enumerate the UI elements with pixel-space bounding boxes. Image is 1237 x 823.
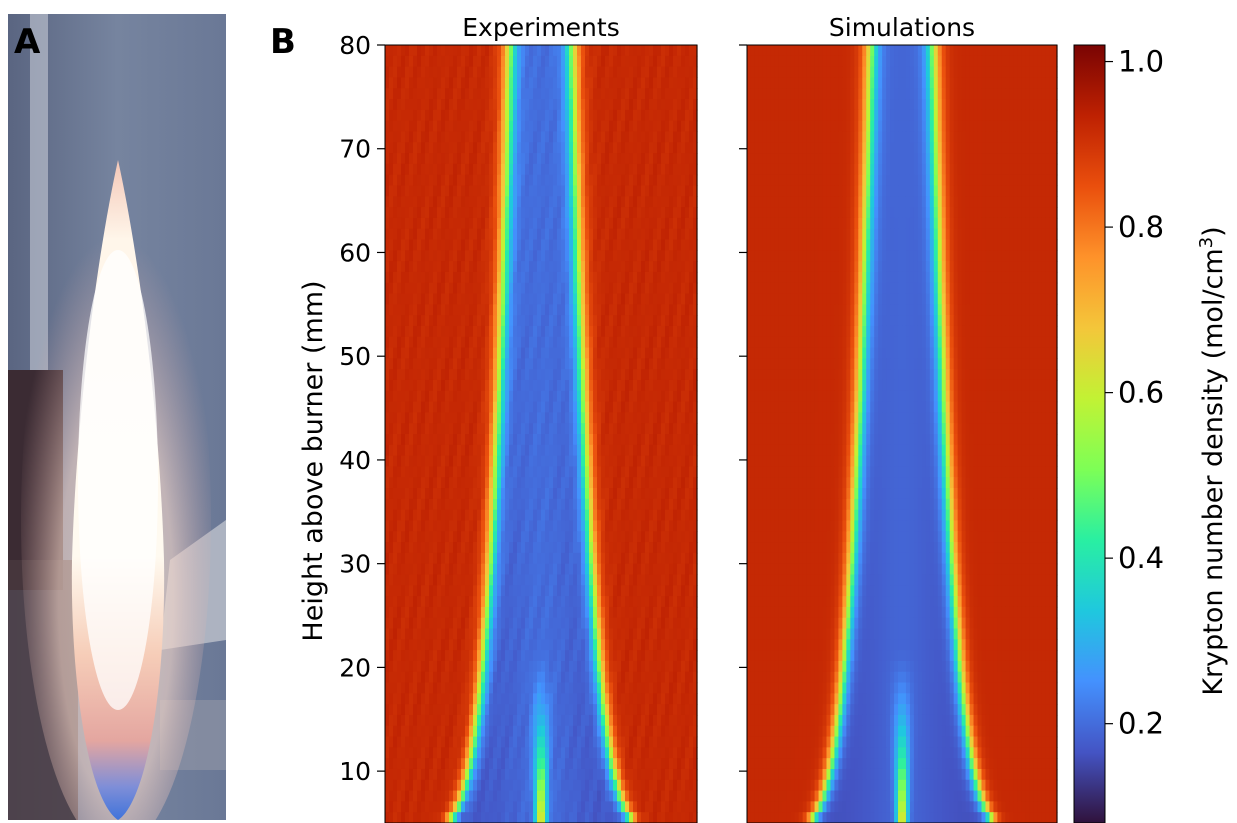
panel-label-b: B xyxy=(270,22,296,62)
title-simulations: Simulations xyxy=(829,13,975,42)
y-axis-simulations xyxy=(739,44,747,772)
colorbar-tick-label: 1.0 xyxy=(1118,45,1164,79)
y-tick-label: 10 xyxy=(339,757,371,786)
y-tick-label: 60 xyxy=(339,238,371,267)
panel-label-a: A xyxy=(14,22,41,62)
colorbar-scale xyxy=(1073,44,1106,823)
y-axis-label: Height above burner (mm) xyxy=(298,280,329,641)
colorbar-tick-label: 0.4 xyxy=(1118,541,1164,575)
flame-photo xyxy=(8,14,226,820)
colorbar-label-close: ) xyxy=(1198,226,1229,237)
colorbar-ticks: 1.0 0.8 0.6 0.4 0.2 xyxy=(1105,45,1164,741)
colorbar-tick-label: 0.8 xyxy=(1118,210,1164,244)
colorbar-label-main: Krypton number density (mol/cm xyxy=(1198,248,1229,695)
heatmap-experiments: Experiments 10 20 30 40 50 60 70 80 xyxy=(339,13,698,823)
heatmap-simulations-field xyxy=(747,45,1058,823)
y-axis-experiments: 10 20 30 40 50 60 70 80 xyxy=(339,31,385,786)
colorbar-tick-label: 0.2 xyxy=(1118,707,1164,741)
heatmap-experiments-field xyxy=(385,45,698,823)
colorbar-label-sup: 3 xyxy=(1196,237,1217,248)
y-tick-label: 30 xyxy=(339,550,371,579)
y-tick-label: 70 xyxy=(339,135,371,164)
colorbar-tick-label: 0.6 xyxy=(1118,376,1164,410)
title-experiments: Experiments xyxy=(462,13,619,42)
colorbar: 1.0 0.8 0.6 0.4 0.2 Krypton number density (… xyxy=(1073,44,1230,823)
y-tick-label: 20 xyxy=(339,653,371,682)
heatmap-simulations: Simulations xyxy=(739,13,1058,823)
y-tick-label: 50 xyxy=(339,342,371,371)
y-tick-label: 80 xyxy=(339,31,371,60)
colorbar-label: Krypton number density (mol/cm3) xyxy=(1196,226,1230,695)
y-tick-label: 40 xyxy=(339,446,371,475)
